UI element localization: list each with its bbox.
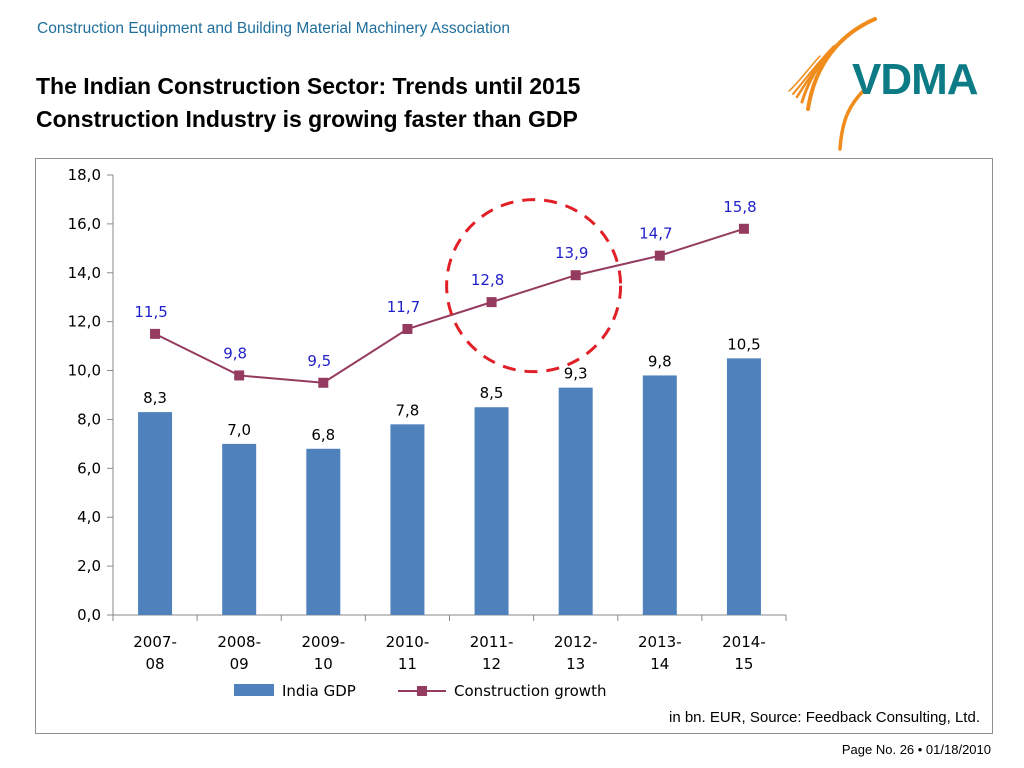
line-marker <box>150 328 161 339</box>
line-marker <box>486 297 497 308</box>
bar-value-label: 8,5 <box>480 384 504 402</box>
x-tick-label: 2007-08 <box>133 633 177 673</box>
bar-value-label: 9,3 <box>564 365 588 383</box>
x-tick-label: 2010-11 <box>386 633 430 673</box>
y-tick-label: 18,0 <box>68 166 101 184</box>
bar-india-gdp <box>138 412 173 615</box>
line-construction-growth <box>154 227 745 384</box>
bar-india-gdp <box>306 448 341 615</box>
bar-india-gdp <box>726 358 761 615</box>
y-tick-label: 10,0 <box>68 362 101 380</box>
x-tick-label: 2012-13 <box>554 633 598 673</box>
source-note: in bn. EUR, Source: Feedback Consulting,… <box>668 709 980 726</box>
legend-label-construction-growth: Construction growth <box>454 682 606 700</box>
bar-india-gdp <box>474 407 509 615</box>
bar-india-gdp <box>390 424 425 615</box>
chart-frame: 0,0 2,0 4,0 6,0 8,0 10,0 12,0 14,0 16,0 18,0 8,3 7,… <box>35 158 993 734</box>
legend-marker-construction-growth <box>417 686 427 696</box>
y-tick-label: 8,0 <box>77 410 101 428</box>
line-marker <box>234 370 245 381</box>
line-marker <box>654 250 665 261</box>
vdma-logo-text: VDMA <box>852 55 979 104</box>
y-tick-label: 0,0 <box>77 606 101 624</box>
line-value-label: 14,7 <box>639 225 672 243</box>
bar-india-gdp <box>558 387 593 615</box>
page-footer: Page No. 26 • 01/18/2010 <box>841 742 991 757</box>
line-value-label: 9,8 <box>223 344 247 362</box>
bar-value-label: 9,8 <box>648 352 672 370</box>
y-tick-label: 16,0 <box>68 215 101 233</box>
legend-swatch-india-gdp <box>234 684 274 696</box>
x-tick-label: 2011-12 <box>470 633 514 673</box>
line-value-label: 11,5 <box>134 303 167 321</box>
x-tick-label: 2014-15 <box>722 633 766 673</box>
line-value-label: 15,8 <box>723 198 756 216</box>
y-tick-label: 4,0 <box>77 508 101 526</box>
x-tick-label: 2013-14 <box>638 633 682 673</box>
y-tick-label: 2,0 <box>77 557 101 575</box>
y-tick-label: 6,0 <box>77 459 101 477</box>
title-line-1: The Indian Construction Sector: Trends u… <box>36 73 581 99</box>
line-marker <box>570 270 581 281</box>
line-marker <box>738 223 749 234</box>
line-marker <box>402 324 413 334</box>
line-marker <box>318 377 329 388</box>
line-value-label: 12,8 <box>471 271 504 289</box>
vdma-swoosh-icon <box>788 17 877 151</box>
x-tick-label: 2008-09 <box>217 633 261 673</box>
x-tick-label: 2009-10 <box>302 633 346 673</box>
bar-value-label: 7,0 <box>227 421 251 439</box>
bar-value-label: 7,8 <box>396 401 420 419</box>
bar-value-label: 10,5 <box>727 335 760 353</box>
y-tick-label: 14,0 <box>68 264 101 282</box>
y-tick-label: 12,0 <box>68 313 101 331</box>
title-line-2: Construction Industry is growing faster … <box>36 106 578 132</box>
bar-india-gdp <box>222 443 257 615</box>
bar-value-label: 8,3 <box>143 389 167 407</box>
highlight-circle <box>445 198 623 374</box>
legend-label-india-gdp: India GDP <box>282 682 356 700</box>
line-value-label: 13,9 <box>555 244 588 262</box>
line-value-label: 9,5 <box>307 352 331 370</box>
bar-value-label: 6,8 <box>311 426 335 444</box>
association-name: Construction Equipment and Building Mate… <box>37 20 510 37</box>
chart: 0,0 2,0 4,0 6,0 8,0 10,0 12,0 14,0 16,0 18,0 8,3 7,… <box>68 166 787 700</box>
line-value-label: 11,7 <box>387 298 420 316</box>
page-title: The Indian Construction Sector: Trends u… <box>36 70 580 136</box>
bar-india-gdp <box>642 375 677 615</box>
